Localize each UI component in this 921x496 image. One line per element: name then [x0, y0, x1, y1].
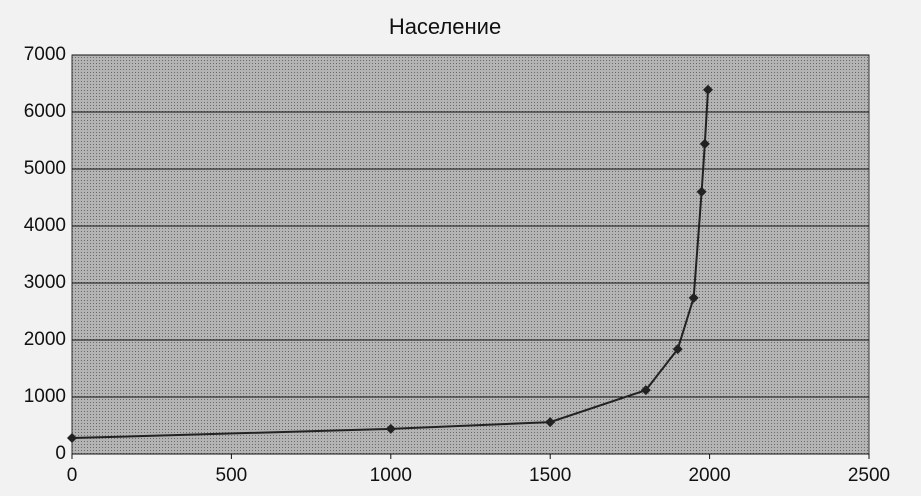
marker [703, 84, 714, 95]
x-tick-label: 2000 [688, 465, 730, 486]
y-tick-label: 5000 [24, 158, 66, 179]
chart-title: Население [389, 14, 501, 39]
x-tick-label: 0 [67, 465, 78, 486]
marker [688, 292, 699, 303]
y-tick-label: 6000 [24, 101, 66, 122]
marker [67, 433, 77, 444]
x-tick-label: 2500 [848, 465, 890, 486]
y-tick-label: 7000 [24, 44, 66, 65]
y-tick-label: 3000 [24, 272, 66, 293]
marker [545, 417, 556, 428]
y-tick-label: 1000 [24, 386, 66, 407]
y-tick-label: 0 [55, 443, 66, 464]
plot-area [71, 54, 870, 455]
marker [696, 186, 707, 197]
y-tick-label: 2000 [24, 329, 66, 350]
marker [640, 385, 651, 396]
x-tick-label: 1500 [529, 465, 571, 486]
marker [699, 138, 710, 149]
marker [672, 344, 683, 355]
marker [385, 423, 396, 434]
y-tick-label: 4000 [24, 215, 66, 236]
x-tick-label: 1000 [370, 465, 412, 486]
x-tick-label: 500 [216, 465, 248, 486]
